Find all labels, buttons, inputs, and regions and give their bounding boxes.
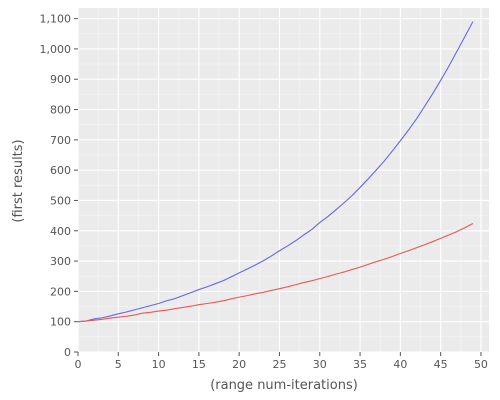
x-tick-label: 25: [272, 358, 286, 371]
x-tick-labels: 0 5 10 15 20 25 30 35 40 45 50: [75, 358, 488, 371]
x-tick-label: 15: [192, 358, 206, 371]
series-layer: [77, 21, 474, 323]
y-tick-label: 100: [50, 316, 71, 329]
x-tick-label: 20: [232, 358, 246, 371]
y-tick-label: 700: [50, 134, 71, 147]
y-tick-label: 0: [64, 346, 71, 359]
y-axis-title: (first results): [11, 139, 26, 222]
y-tick-labels: 0 100 200 300 400 500 600 700 800 900 1,000 1,100: [40, 13, 72, 359]
x-tick-label: 5: [115, 358, 122, 371]
x-tick-label: 0: [75, 358, 82, 371]
x-tick-label: 40: [393, 358, 407, 371]
y-tick-label: 1,000: [40, 43, 72, 56]
x-tick-label: 50: [474, 358, 488, 371]
y-tick-label: 400: [50, 225, 71, 238]
plot-background: [78, 8, 489, 352]
y-tick-label: 500: [50, 194, 71, 207]
y-tick-label: 600: [50, 164, 71, 177]
series-line-1: [77, 21, 474, 323]
axis-ticks: [74, 18, 482, 356]
x-tick-label: 45: [434, 358, 448, 371]
y-tick-label: 200: [50, 285, 71, 298]
x-axis-title: (range num-iterations): [210, 378, 358, 393]
y-tick-label: 300: [50, 255, 71, 268]
y-tick-label: 800: [50, 104, 71, 117]
y-tick-label: 1,100: [40, 13, 72, 26]
x-tick-label: 35: [353, 358, 367, 371]
x-tick-label: 10: [152, 358, 166, 371]
x-tick-label: 30: [313, 358, 327, 371]
series-line-2: [77, 223, 474, 323]
y-tick-label: 900: [50, 73, 71, 86]
